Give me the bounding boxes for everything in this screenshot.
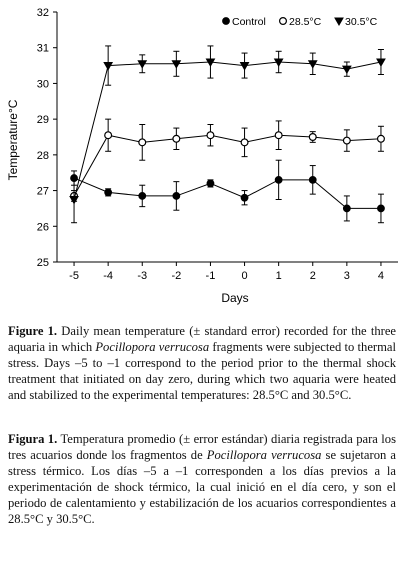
caption-english: Figure 1. Daily mean temperature (± stan… (8, 323, 396, 403)
x-axis-label: Days (221, 291, 248, 305)
data-point (240, 138, 249, 147)
data-point (205, 58, 216, 68)
data-point (377, 204, 385, 213)
y-tick-label: 32 (37, 7, 49, 19)
caption-en-species: Pocillopora verrucosa (95, 340, 210, 354)
legend-label: Control (232, 16, 266, 28)
x-tick-label: -5 (69, 270, 79, 282)
data-point (273, 58, 284, 68)
series-line (73, 134, 381, 197)
data-point (240, 193, 249, 202)
legend-label: 28.5°C (289, 16, 322, 28)
y-tick-label: 26 (37, 221, 49, 233)
series-line (73, 177, 381, 209)
series-2 (69, 45, 386, 224)
y-tick-label: 29 (37, 114, 49, 126)
axis-ticks: 25 26 27 28 29 30 31 32 -5 -4 -3 -2 -1 0 1 2 3 4 (37, 7, 384, 282)
y-axis-label: Temperature°C (6, 99, 20, 180)
data-point (172, 134, 181, 143)
data-point (376, 134, 385, 143)
x-tick-label: 3 (344, 270, 350, 282)
data-point (308, 175, 317, 184)
caption-es-label: Figura 1. (8, 432, 58, 446)
series-layer (69, 45, 386, 224)
data-point (308, 133, 317, 142)
x-tick-label: -1 (206, 270, 216, 282)
x-tick-label: 0 (241, 270, 247, 282)
caption-en-label: Figure 1. (8, 324, 58, 338)
data-point (206, 179, 215, 188)
series-line (73, 61, 382, 200)
data-point (274, 131, 283, 140)
data-point (206, 131, 215, 140)
x-tick-label: 2 (310, 270, 316, 282)
legend-marker (279, 17, 288, 26)
y-tick-label: 31 (37, 43, 49, 55)
data-point (104, 131, 113, 140)
x-tick-label: -2 (171, 270, 181, 282)
data-point (341, 65, 352, 75)
x-tick-label: -3 (137, 270, 147, 282)
data-point (307, 60, 318, 69)
data-point (138, 192, 147, 200)
data-point (137, 60, 148, 69)
x-tick-label: -4 (103, 270, 113, 282)
caption-es-text-1: Temperatura promedio (± error estándar) … (8, 432, 396, 462)
y-tick-label: 27 (37, 186, 49, 198)
caption-en-text-1: Daily mean temperature (± standard error… (8, 324, 396, 354)
data-point (239, 62, 250, 71)
y-tick-label: 25 (37, 257, 49, 269)
data-point (376, 58, 386, 68)
caption-es-text-2: se sujetaron a stress térmico. Los días … (8, 448, 396, 526)
data-point (171, 60, 182, 69)
caption-es-species: Pocillopora verrucosa (206, 448, 322, 462)
y-tick-label: 30 (37, 78, 49, 90)
chart-legend: Control 28.5°C 30.5°C (222, 16, 378, 28)
data-point (69, 195, 79, 205)
caption-spanish: Figura 1. Temperatura promedio (± error … (8, 431, 396, 527)
data-point (342, 136, 351, 145)
data-point (342, 204, 351, 213)
legend-marker (222, 17, 230, 25)
data-point (103, 62, 114, 71)
series-1 (70, 118, 385, 202)
series-0 (70, 159, 385, 224)
chart-axes (56, 12, 398, 263)
data-point (274, 175, 283, 184)
legend-label: 30.5°C (345, 16, 378, 28)
caption-en-text-2: fragments were subjected to thermal stre… (8, 340, 396, 402)
legend-marker (334, 17, 344, 27)
data-point (172, 192, 181, 200)
x-tick-label: 1 (276, 270, 282, 282)
data-point (104, 188, 113, 197)
data-point (138, 138, 147, 147)
y-tick-label: 28 (37, 150, 49, 162)
x-tick-label: 4 (378, 270, 384, 282)
